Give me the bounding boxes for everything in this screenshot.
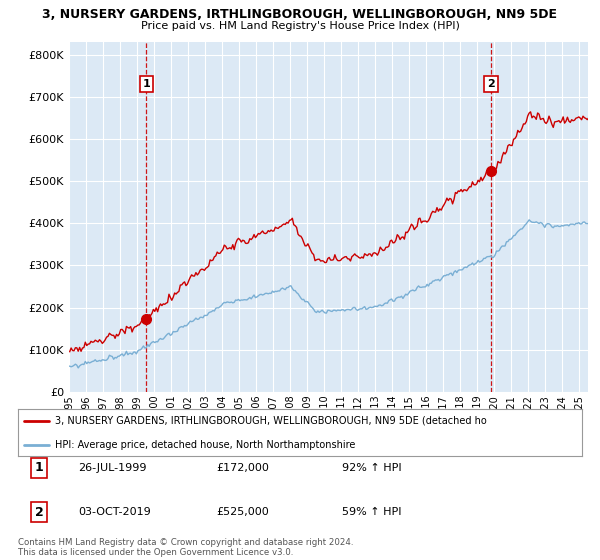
Text: 2: 2: [35, 506, 43, 519]
Text: 3, NURSERY GARDENS, IRTHLINGBOROUGH, WELLINGBOROUGH, NN9 5DE: 3, NURSERY GARDENS, IRTHLINGBOROUGH, WEL…: [43, 8, 557, 21]
Text: 3, NURSERY GARDENS, IRTHLINGBOROUGH, WELLINGBOROUGH, NN9 5DE (detached ho: 3, NURSERY GARDENS, IRTHLINGBOROUGH, WEL…: [55, 416, 487, 426]
Text: 59% ↑ HPI: 59% ↑ HPI: [342, 507, 401, 517]
Text: £172,000: £172,000: [216, 463, 269, 473]
Text: HPI: Average price, detached house, North Northamptonshire: HPI: Average price, detached house, Nort…: [55, 440, 355, 450]
Text: 26-JUL-1999: 26-JUL-1999: [78, 463, 146, 473]
Text: Contains HM Land Registry data © Crown copyright and database right 2024.
This d: Contains HM Land Registry data © Crown c…: [18, 538, 353, 557]
Text: 1: 1: [142, 79, 150, 89]
Text: 2: 2: [487, 79, 495, 89]
Text: 1: 1: [35, 461, 43, 474]
Text: 03-OCT-2019: 03-OCT-2019: [78, 507, 151, 517]
Text: £525,000: £525,000: [216, 507, 269, 517]
Text: Price paid vs. HM Land Registry's House Price Index (HPI): Price paid vs. HM Land Registry's House …: [140, 21, 460, 31]
Text: 92% ↑ HPI: 92% ↑ HPI: [342, 463, 401, 473]
